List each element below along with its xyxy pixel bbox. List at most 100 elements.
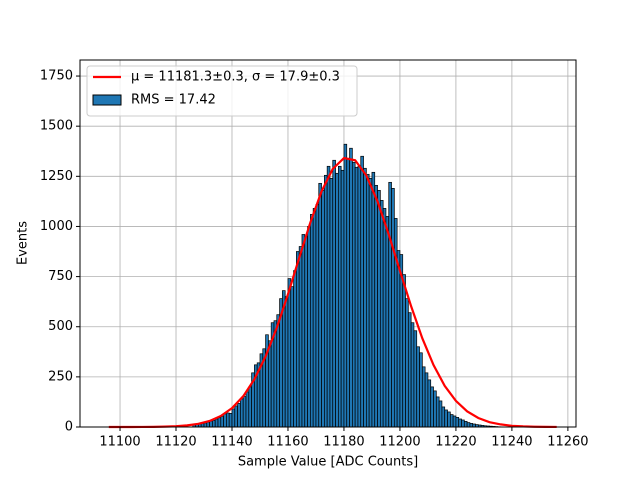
y-tick-label: 1750 (40, 69, 73, 84)
y-tick-label: 1250 (40, 169, 73, 184)
bar (249, 387, 252, 427)
bar (336, 173, 339, 427)
bar (352, 162, 355, 427)
bar (305, 236, 308, 427)
bar (389, 182, 392, 427)
bar (285, 297, 288, 427)
legend-label: RMS = 17.42 (131, 93, 216, 108)
bar (448, 412, 451, 427)
bar (226, 413, 229, 427)
bar (375, 185, 378, 427)
bar (450, 415, 453, 427)
bar (380, 200, 383, 427)
bar (431, 387, 434, 427)
bar (470, 423, 473, 427)
bar (232, 409, 235, 427)
bar (394, 218, 397, 427)
bar (358, 166, 361, 427)
bar (411, 323, 414, 427)
bar (347, 158, 350, 427)
x-axis-label: Sample Value [ADC Counts] (238, 455, 418, 470)
bar (355, 167, 358, 427)
bar (322, 190, 325, 427)
bar (414, 331, 417, 427)
bar (313, 208, 316, 427)
bar (218, 418, 221, 427)
bar (406, 299, 409, 427)
bar (310, 214, 313, 427)
bar (361, 156, 364, 427)
bar (212, 420, 215, 427)
y-tick-label: 1500 (40, 119, 73, 134)
bar (291, 287, 294, 427)
bar (330, 178, 333, 427)
bar (319, 183, 322, 427)
legend-label: μ = 11181.3±0.3, σ = 17.9±0.3 (131, 70, 340, 85)
x-tick-label: 11120 (155, 435, 196, 450)
bar (439, 401, 442, 427)
bar (327, 166, 330, 427)
x-tick-label: 11100 (99, 435, 140, 450)
bar (215, 419, 218, 427)
bar (350, 148, 353, 427)
bar (464, 421, 467, 427)
bar (403, 275, 406, 427)
bar (288, 279, 291, 427)
x-tick-label: 11180 (323, 435, 364, 450)
bar (425, 373, 428, 427)
bar (434, 391, 437, 427)
y-tick-label: 1000 (40, 219, 73, 234)
bar (277, 315, 280, 427)
bar (386, 216, 389, 427)
y-tick-label: 750 (48, 269, 73, 284)
bar (369, 178, 372, 427)
bar (294, 271, 297, 427)
bar (420, 353, 423, 427)
y-tick-label: 250 (48, 369, 73, 384)
x-tick-label: 11200 (379, 435, 420, 450)
bar (453, 416, 456, 427)
x-tick-label: 11220 (435, 435, 476, 450)
x-tick-label: 11140 (211, 435, 252, 450)
bar (408, 313, 411, 427)
bar (246, 392, 249, 427)
bar (442, 407, 445, 427)
bar (436, 397, 439, 427)
bar (378, 190, 381, 427)
bar (268, 341, 271, 427)
bar (428, 380, 431, 427)
y-tick-label: 500 (48, 319, 73, 334)
bar (235, 406, 238, 427)
bar (238, 403, 241, 427)
x-tick-label: 11240 (491, 435, 532, 450)
bar (372, 172, 375, 427)
bar (364, 168, 367, 427)
bar (229, 413, 232, 427)
x-tick-label: 11160 (267, 435, 308, 450)
bar (316, 204, 319, 427)
bar (210, 421, 213, 427)
bar (467, 423, 470, 427)
bar (341, 170, 344, 427)
bar (338, 166, 341, 427)
bar (392, 188, 395, 427)
bar (204, 423, 207, 427)
x-tick-label: 11260 (547, 435, 588, 450)
bar (456, 417, 459, 427)
legend-patch (93, 95, 121, 105)
bar (333, 160, 336, 427)
bar (445, 410, 448, 427)
y-axis-label: Events (16, 221, 31, 265)
bar (417, 347, 420, 427)
bar (422, 367, 425, 427)
bar (240, 399, 243, 427)
bar (224, 414, 227, 427)
bar (366, 174, 369, 427)
bar (299, 247, 302, 427)
bar (383, 208, 386, 427)
bar (344, 144, 347, 427)
bar (397, 251, 400, 427)
legend: μ = 11181.3±0.3, σ = 17.9±0.3 RMS = 17.4… (87, 66, 357, 116)
bar (221, 417, 224, 427)
